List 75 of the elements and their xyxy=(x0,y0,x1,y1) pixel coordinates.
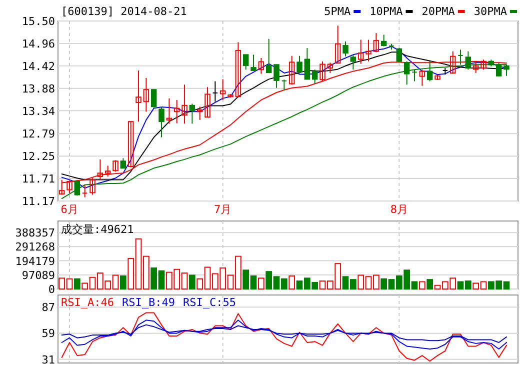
candlestick xyxy=(166,98,172,124)
candlestick xyxy=(281,79,288,91)
y-tick-label: 0 xyxy=(48,283,55,296)
line-series xyxy=(61,324,507,344)
bar xyxy=(426,279,434,290)
x-tick-label: 7月 xyxy=(214,203,232,216)
y-tick-label: 12.79 xyxy=(22,128,55,141)
candlestick xyxy=(112,160,118,172)
x-tick-label: 6月 xyxy=(60,203,78,216)
candlestick xyxy=(358,39,364,64)
legend-label: 30PMA xyxy=(474,5,508,18)
candlestick xyxy=(334,25,341,64)
candlestick xyxy=(296,55,302,74)
candlestick xyxy=(220,78,226,100)
candlestick xyxy=(419,69,426,86)
candlestick xyxy=(266,38,272,74)
y-tick-label: 11.71 xyxy=(22,172,55,186)
candlestick xyxy=(288,55,295,86)
candlestick xyxy=(174,99,180,124)
candlestick xyxy=(212,80,218,102)
y-tick-label: 11.17 xyxy=(22,195,55,208)
y-tick-label: 31 xyxy=(42,353,55,365)
chart-title: 成交量:49621 xyxy=(61,223,134,236)
candlestick xyxy=(128,121,134,168)
candlestick xyxy=(258,58,264,74)
candlestick xyxy=(242,54,249,70)
candlestick xyxy=(396,48,402,64)
legend: RSI_A:46 RSI_B:49 RSI_C:55 xyxy=(61,296,236,309)
legend-label: 5PMA xyxy=(324,5,351,18)
bar xyxy=(188,274,196,290)
candlestick xyxy=(74,180,80,196)
y-tick-label: 14.42 xyxy=(22,60,55,73)
y-tick-label: 291268 xyxy=(15,240,55,254)
candlestick xyxy=(150,89,157,108)
candlestick xyxy=(182,84,188,124)
candlestick xyxy=(274,64,280,88)
y-tick-label: 13.88 xyxy=(22,82,55,96)
candlestick xyxy=(158,106,164,138)
candlestick xyxy=(136,70,142,122)
candlestick xyxy=(97,158,104,180)
candlestick xyxy=(189,103,196,124)
candlestick xyxy=(120,158,126,169)
candlestick xyxy=(196,106,203,120)
bar xyxy=(74,278,80,290)
y-tick-label: 97089 xyxy=(22,268,55,282)
y-tick-label: 87 xyxy=(42,301,55,314)
candlestick xyxy=(327,62,334,74)
candlestick xyxy=(312,69,318,84)
y-tick-label: 59 xyxy=(42,327,55,340)
y-tick-label: 12.25 xyxy=(22,150,55,164)
x-tick-label: 8月 xyxy=(390,203,408,216)
candlestick xyxy=(412,69,418,82)
y-tick-label: 14.96 xyxy=(22,37,55,50)
y-tick-label: 388357 xyxy=(15,226,55,240)
y-tick-label: 13.34 xyxy=(22,104,56,118)
legend-label: 20PMA xyxy=(422,5,456,18)
candlestick xyxy=(82,184,88,198)
candlestick xyxy=(204,86,210,118)
candlestick xyxy=(304,48,310,80)
candlestick xyxy=(143,77,150,112)
candlestick xyxy=(342,40,348,57)
candlestick xyxy=(350,54,356,70)
bar xyxy=(120,275,126,290)
y-tick-label: 15.50 xyxy=(22,15,55,28)
line-series xyxy=(61,320,507,350)
candlestick xyxy=(366,39,372,62)
candlestick xyxy=(235,42,242,98)
chart-title: [600139] 2014-08-21 xyxy=(61,5,187,18)
candlestick xyxy=(104,165,111,177)
legend-label: 10PMA xyxy=(370,5,404,18)
candlestick xyxy=(373,32,380,53)
line-series xyxy=(61,312,507,362)
candlestick xyxy=(380,34,387,47)
candlestick xyxy=(250,54,256,72)
y-tick-label: 194179 xyxy=(15,254,55,268)
